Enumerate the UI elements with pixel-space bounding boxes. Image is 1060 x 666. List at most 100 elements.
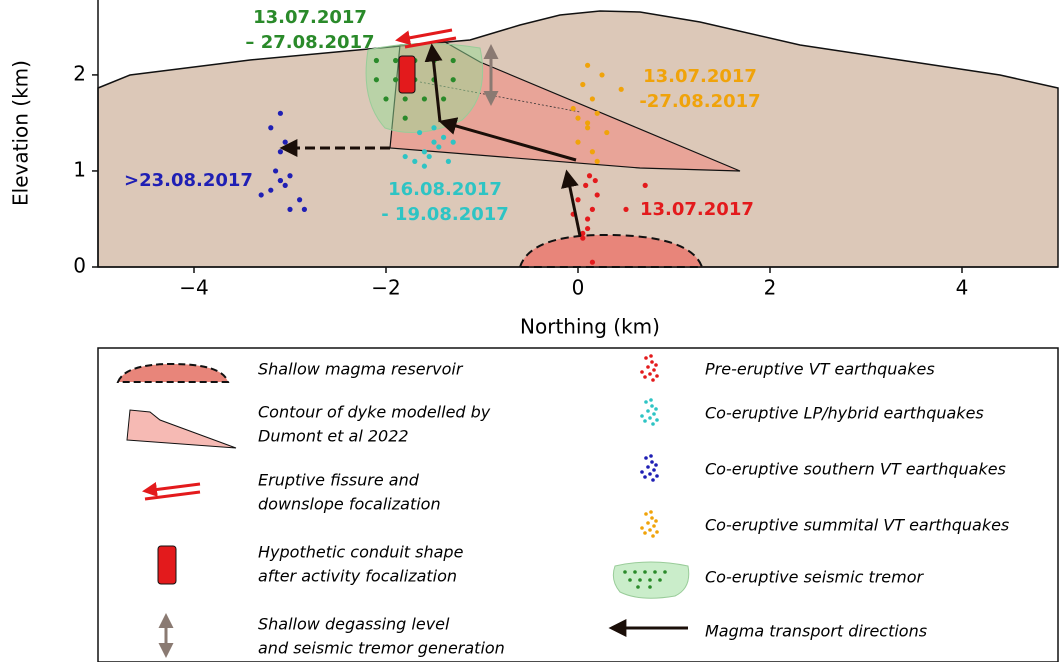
legend-swatch bbox=[654, 407, 658, 411]
legend-swatch bbox=[648, 578, 652, 582]
point bbox=[450, 77, 456, 83]
legend-swatch bbox=[644, 356, 648, 360]
point bbox=[373, 77, 379, 83]
point bbox=[282, 182, 288, 188]
legend-swatch bbox=[638, 578, 642, 582]
legend-label: Pre-eruptive VT earthquakes bbox=[705, 360, 935, 379]
legend-swatch bbox=[623, 570, 627, 574]
point bbox=[594, 110, 600, 116]
legend-label: Shallow magma reservoir bbox=[258, 360, 464, 379]
point bbox=[402, 115, 408, 121]
dyke-axis bbox=[419, 81, 581, 113]
legend-fissure-icon bbox=[142, 482, 201, 497]
point bbox=[431, 125, 437, 131]
legend-swatch bbox=[644, 456, 648, 460]
point bbox=[450, 57, 456, 64]
transport-arrow bbox=[438, 117, 577, 162]
point bbox=[575, 115, 581, 121]
legend-label: Hypothetic conduit shape bbox=[258, 543, 464, 562]
reservoir bbox=[518, 233, 704, 268]
x-tick-label: 2 bbox=[764, 276, 777, 300]
annotation: >23.08.2017 bbox=[124, 170, 253, 191]
legend-label: and seismic tremor generation bbox=[258, 639, 505, 658]
legend-swatch bbox=[652, 524, 656, 528]
legend-label: Co-eruptive summital VT earthquakes bbox=[705, 516, 1009, 535]
legend-label: Shallow degassing level bbox=[258, 615, 450, 634]
legend-dyke-icon bbox=[126, 409, 237, 449]
legend-swatch bbox=[646, 365, 650, 369]
point bbox=[583, 182, 589, 188]
point bbox=[589, 206, 596, 212]
fissure bbox=[404, 36, 457, 49]
point bbox=[277, 110, 283, 116]
legend-swatch bbox=[652, 468, 656, 472]
point bbox=[585, 225, 591, 232]
point bbox=[623, 206, 629, 212]
point bbox=[421, 149, 427, 155]
point bbox=[580, 230, 586, 236]
point bbox=[287, 206, 293, 212]
legend-swatch bbox=[655, 374, 659, 378]
annotation: 13.07.2017 bbox=[253, 7, 367, 28]
point bbox=[450, 139, 456, 145]
point bbox=[585, 125, 591, 131]
legend-swatch bbox=[649, 510, 653, 514]
point bbox=[642, 182, 648, 188]
point bbox=[421, 96, 427, 102]
point bbox=[277, 149, 283, 155]
legend-label: Magma transport directions bbox=[705, 622, 927, 641]
legend-swatch bbox=[648, 372, 652, 376]
point bbox=[580, 235, 586, 241]
legend-label: downslope focalization bbox=[258, 495, 441, 514]
point bbox=[585, 120, 591, 126]
annotation: -27.08.2017 bbox=[639, 91, 760, 112]
legend-swatch bbox=[646, 521, 650, 525]
transport-arrow bbox=[424, 43, 443, 123]
y-tick-label: 2 bbox=[73, 61, 86, 85]
point bbox=[589, 96, 596, 102]
point bbox=[393, 77, 399, 83]
point bbox=[402, 96, 408, 102]
legend-swatch bbox=[655, 418, 659, 422]
point bbox=[436, 144, 442, 150]
legend-swatch bbox=[650, 460, 654, 464]
legend-swatch bbox=[651, 378, 655, 382]
legend-swatch bbox=[633, 570, 637, 574]
legend-swatch bbox=[648, 472, 652, 476]
legend-swatch bbox=[646, 409, 650, 413]
legend-swatch bbox=[640, 526, 644, 530]
point bbox=[282, 139, 288, 145]
point bbox=[412, 158, 418, 164]
legend-swatch bbox=[650, 516, 654, 520]
point bbox=[402, 153, 408, 160]
point bbox=[575, 139, 581, 145]
legend-swatch bbox=[649, 454, 653, 458]
legend-label: Dumont et al 2022 bbox=[258, 427, 409, 446]
point bbox=[417, 129, 423, 136]
legend-swatch bbox=[651, 478, 655, 482]
point bbox=[592, 177, 598, 184]
point bbox=[445, 158, 451, 164]
transport-arrow bbox=[561, 169, 582, 237]
annotation: – 27.08.2017 bbox=[245, 32, 374, 53]
point bbox=[594, 158, 600, 164]
annotation: 13.07.2017 bbox=[643, 66, 757, 87]
point bbox=[586, 173, 593, 179]
legend-swatch bbox=[652, 368, 656, 372]
legend-swatch bbox=[640, 414, 644, 418]
legend-swatch bbox=[636, 585, 640, 589]
legend-swatch bbox=[646, 465, 650, 469]
legend-swatch bbox=[643, 419, 647, 423]
y-tick-label: 0 bbox=[73, 254, 86, 278]
point bbox=[594, 192, 600, 198]
annotation: 13.07.2017 bbox=[640, 199, 754, 220]
point bbox=[441, 96, 447, 102]
legend-swatch bbox=[663, 570, 667, 574]
y-axis-label: Elevation (km) bbox=[9, 60, 33, 206]
legend-box bbox=[97, 347, 1059, 663]
y-tick-label: 1 bbox=[73, 157, 86, 181]
legend-swatch bbox=[644, 512, 648, 516]
legend-swatch bbox=[655, 530, 659, 534]
point bbox=[421, 163, 427, 169]
